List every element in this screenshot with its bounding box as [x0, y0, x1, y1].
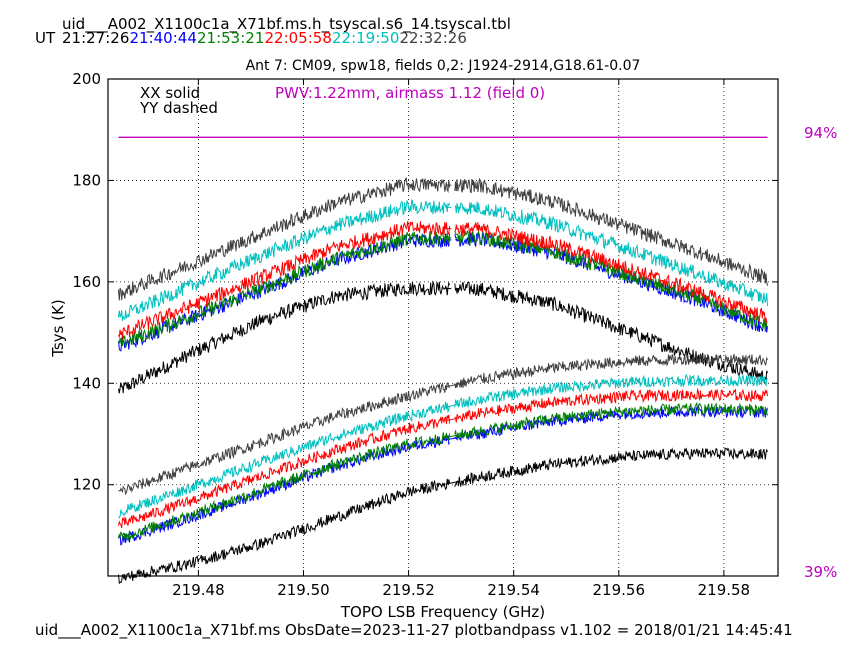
y-tick-label-4: 200: [72, 70, 101, 88]
ut-time-4: 22:19:50: [332, 29, 399, 47]
ut-time-0: 21:27:26: [62, 29, 129, 47]
trace-yy-0-right: [454, 281, 768, 383]
trace-xx-6-right: [454, 447, 768, 487]
trace-yy-2-left: [118, 230, 451, 348]
y-tick-label-1: 140: [72, 374, 101, 392]
ut-times: 21:27:26 21:40:44 21:53:21 22:05:58 22:19:50…: [62, 29, 467, 47]
trace-xx-8-left: [118, 432, 451, 542]
trace-yy-0-left: [118, 280, 451, 394]
trace-yy-3-right: [454, 222, 768, 324]
trace-xx-6-left: [118, 478, 451, 585]
x-tick-label-3: 219.54: [487, 581, 540, 599]
trace-xx-6-connector: [445, 480, 460, 485]
ut-time-1: 21:40:44: [130, 29, 197, 47]
header-filename: uid___A002_X1100c1a_X71bf.ms.h_tsyscal.s…: [62, 15, 511, 34]
trace-xx-11-left: [118, 382, 450, 496]
trace-xx-10-connector: [445, 403, 460, 408]
trace-yy-5-right: [454, 177, 768, 286]
trace-xx-9-left: [118, 414, 451, 529]
y-tick-label-0: 120: [72, 476, 101, 494]
footer-text: uid___A002_X1100c1a_X71bf.ms ObsDate=202…: [35, 621, 793, 640]
trace-xx-7-left: [118, 434, 451, 546]
trace-xx-10-left: [118, 401, 451, 519]
trace-yy-5-left: [118, 177, 451, 301]
ut-time-2: 21:53:21: [197, 29, 264, 47]
x-tick-label-2: 219.52: [382, 581, 435, 599]
trace-yy-1-right: [454, 231, 768, 333]
trace-xx-11-right: [454, 353, 768, 389]
x-tick-label-0: 219.48: [172, 581, 225, 599]
trace-xx-11-connector: [445, 383, 460, 388]
trace-xx-8-connector: [445, 434, 460, 438]
trace-yy-4-right: [454, 201, 768, 307]
grid: [108, 78, 778, 576]
transmission-top-label: 94%: [804, 124, 837, 142]
x-tick-label-4: 219.56: [593, 581, 646, 599]
x-tick-label-5: 219.58: [698, 581, 751, 599]
trace-yy-3-left: [118, 221, 451, 340]
chart-title: Ant 7: CM09, spw18, fields 0,2: J1924-29…: [246, 58, 641, 74]
trace-xx-9-connector: [445, 417, 460, 422]
plot-frame: [107, 78, 779, 577]
trace-yy-2-right: [454, 230, 768, 332]
x-axis-label: TOPO LSB Frequency (GHz): [340, 603, 545, 621]
trace-xx-10-right: [454, 373, 768, 408]
ut-label: UT: [35, 29, 56, 47]
trace-xx-9-right: [454, 387, 768, 423]
traces: [118, 136, 768, 585]
trace-yy-4-left: [118, 199, 451, 321]
y-axis-label: Tsys (K): [49, 299, 67, 358]
legend-xx: XX solid: [140, 84, 200, 102]
x-tick-label-1: 219.50: [277, 581, 330, 599]
y-tick-label-3: 180: [72, 171, 101, 189]
ut-time-5: 22:32:26: [400, 29, 467, 47]
trace-xx-8-right: [454, 401, 768, 440]
ticks: 219.48 219.50 219.52 219.54 219.56 219.58 120 1…: [72, 70, 778, 599]
transmission-bottom-label: 39%: [804, 563, 837, 581]
y-tick-label-2: 160: [72, 273, 101, 291]
pwv-annotation: PWV:1.22mm, airmass 1.12 (field 0): [275, 84, 545, 102]
ut-time-3: 22:05:58: [265, 29, 332, 47]
legend-yy: YY dashed: [139, 99, 218, 117]
